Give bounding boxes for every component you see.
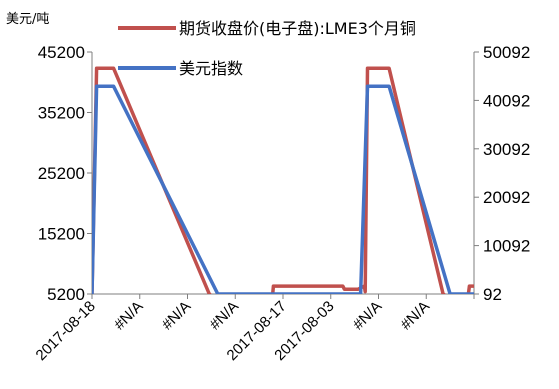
- series-line-dollar-index: [92, 84, 474, 294]
- left-axis-tick-label: 15200: [38, 225, 85, 244]
- left-axis-tick-label: 5200: [47, 285, 85, 304]
- right-axis: 50092 40092 30092 20092 10092 92: [473, 43, 530, 304]
- right-axis-tick-label: 92: [483, 285, 502, 304]
- left-axis: 45200 35200 25200 15200 5200: [38, 43, 93, 304]
- right-axis-tick-label: 10092: [483, 237, 530, 256]
- right-axis-tick-label: 40092: [483, 91, 530, 110]
- right-axis-tick-label: 20092: [483, 188, 530, 207]
- left-axis-tick-label: 45200: [38, 43, 85, 62]
- left-axis-tick-label: 35200: [38, 104, 85, 123]
- legend-label-copper: 期货收盘价(电子盘):LME3个月铜: [179, 19, 416, 38]
- x-axis-tick-label: #N/A: [206, 298, 242, 334]
- x-axis: 2017-08-18 #N/A #N/A #N/A2017-08-172017-08-…: [33, 293, 475, 364]
- series-line-copper: [92, 66, 474, 294]
- x-axis-tick-label: #N/A: [397, 298, 433, 334]
- right-axis-tick-label: 30092: [483, 140, 530, 159]
- x-axis-tick-label: 2017-08-18: [33, 298, 99, 364]
- left-axis-tick-label: 25200: [38, 164, 85, 183]
- y-axis-label-left: 美元/吨: [6, 12, 49, 27]
- legend: 期货收盘价(电子盘):LME3个月铜 美元指数: [118, 19, 416, 78]
- x-axis-tick-label: #N/A: [350, 298, 386, 334]
- right-axis-tick-label: 50092: [483, 43, 530, 62]
- x-axis-tick-label: #N/A: [111, 298, 147, 334]
- x-axis-tick-label: #N/A: [159, 298, 195, 334]
- legend-label-dollar-index: 美元指数: [179, 59, 243, 78]
- series-layer: [92, 66, 474, 294]
